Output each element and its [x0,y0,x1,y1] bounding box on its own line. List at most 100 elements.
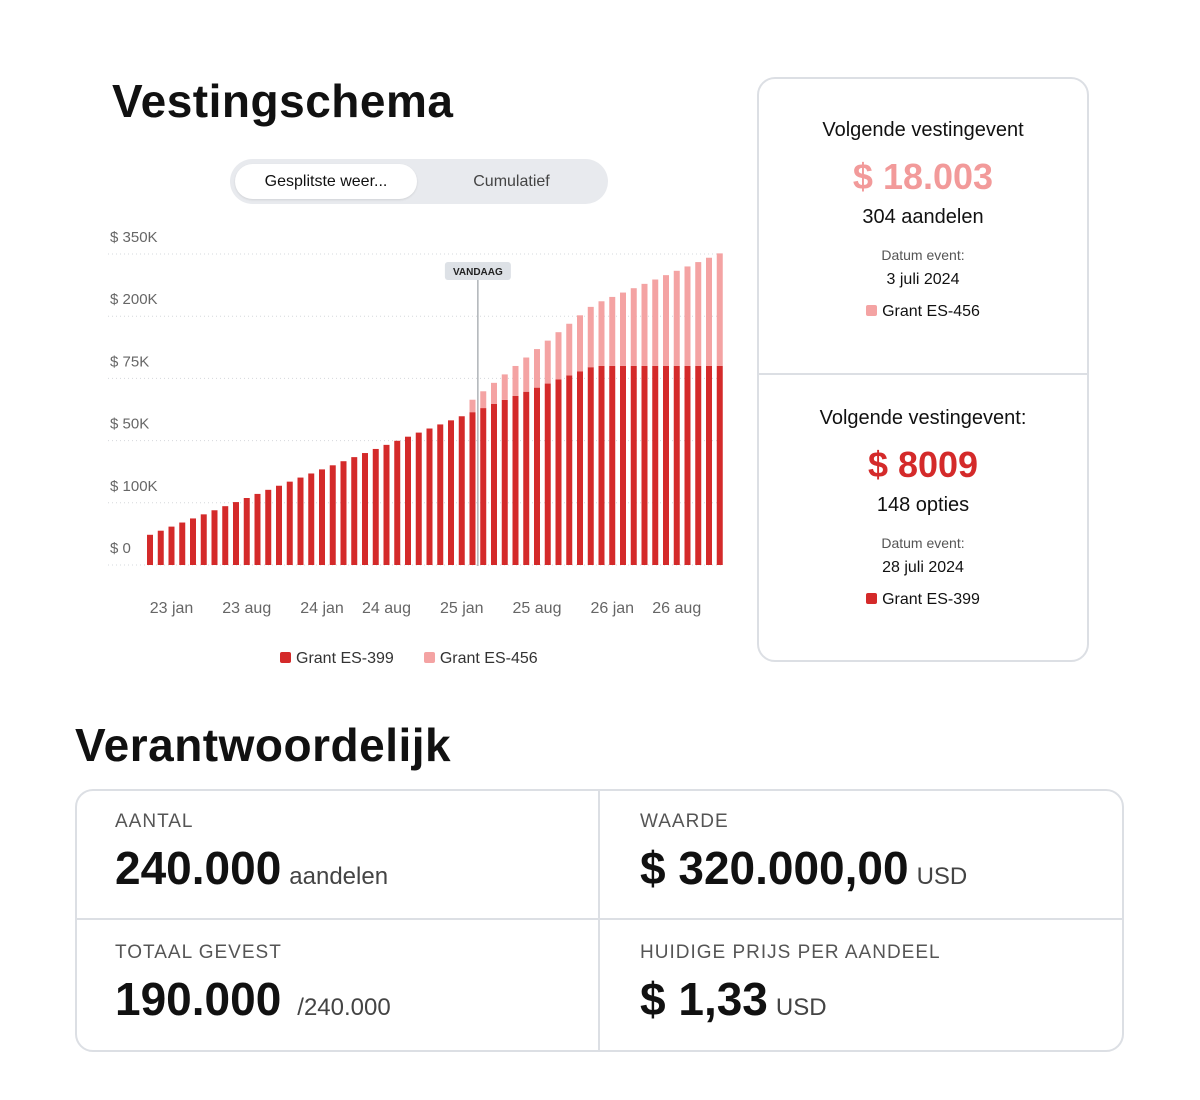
value-text: $ 1,33 [640,973,768,1025]
card-amount: $ 18.003 [852,156,994,197]
bar [491,382,497,404]
legend-swatch [280,652,291,663]
value-text: 190.000 [115,973,282,1025]
cell-value: 240.000 aandelen [115,841,600,895]
bar [620,365,626,565]
bar [415,432,422,565]
table-cell: TOTAAL GEVEST 190.000/240.000 [77,922,600,1052]
bar [501,399,508,565]
bar [652,365,659,565]
bar [534,349,540,388]
toggle-option[interactable]: Gesplitste weer... [235,164,417,199]
card-grant: Grant ES-456 [757,303,1089,321]
bar [168,526,175,565]
bar [706,257,712,366]
bar [577,371,583,565]
bar [695,365,702,565]
bar [372,448,379,565]
y-tick-label: $ 50K [110,416,149,433]
card-units: 148 opties [876,494,970,516]
bar [458,416,465,565]
events-panel [757,77,1089,662]
x-tick-label: 26 aug [652,600,701,617]
bar [630,288,637,366]
bar [351,457,358,565]
table-cell: HUIDIGE PRIJS PER AANDEEL $ 1,33 USD [602,922,1125,1052]
bar [329,465,336,565]
bar [222,506,229,565]
bar [469,399,476,413]
bar [566,375,573,565]
cell-label: HUIDIGE PRIJS PER AANDEEL [640,942,941,963]
bar [716,253,723,366]
bar [233,502,239,565]
today-badge [444,262,511,280]
chart: $ 0 $ 100K $ 50K $ 75K $ 200K $ 350K 23 jan 23 … [108,229,723,617]
bar [276,485,282,565]
card-date: 28 juli 2024 [882,559,964,576]
value-text: 240.000 [115,842,282,894]
bar [179,522,186,565]
annotation: VANDAAG [453,267,503,278]
x-tick-label: 23 aug [222,600,271,617]
bar [512,395,519,565]
bar [523,357,530,392]
bar [620,292,626,366]
legend-label: Grant ES-456 [439,650,538,667]
bar [630,365,637,565]
bar [663,275,669,366]
bar [243,498,250,565]
grant-swatch [866,593,878,604]
y-tick-label: $ 100K [110,478,158,495]
event-card: Volgende vestingevent: $ 8009 148 opties Da… [757,407,1089,609]
card-heading: Volgende vestingevent: [819,407,1027,429]
bar [577,315,583,372]
y-tick-label: $ 0 [110,540,131,557]
bar [426,428,433,565]
bar [566,323,573,376]
card-units: 304 aandelen [862,206,984,228]
bar [491,403,497,565]
bar [319,469,325,565]
bar [190,518,196,565]
y-tick-label: $ 350K [110,229,158,246]
value-unit: USD [775,994,827,1021]
value-unit: aandelen [289,863,389,890]
bar [512,365,519,396]
bar [362,453,368,565]
section-title: Verantwoordelijk [75,719,452,771]
bar [716,365,723,565]
y-tick-label: $ 75K [110,353,149,370]
x-tick-label: 25 aug [513,600,562,617]
bar [297,477,304,565]
bar [555,332,562,380]
bar [673,270,680,366]
cell-label: TOTAAL GEVEST [115,942,282,963]
bar [544,340,551,384]
bar [200,514,207,565]
bar [544,383,551,565]
bar [609,365,616,565]
bar [254,493,261,565]
cell-label: AANTAL [115,811,194,832]
bar [501,374,508,400]
x-tick-label: 23 jan [150,600,194,617]
legend-item: Grant ES-399 [280,650,394,668]
summary-table: AANTAL 240.000 aandelen WAARDE $ 320.000,00 U… [75,789,1124,1052]
divider [598,791,600,1050]
cell-label: WAARDE [640,811,729,832]
toggle-option[interactable]: Cumulatief [473,173,550,190]
bar [469,412,476,565]
bar [448,420,454,565]
bar [286,481,293,565]
bar [609,296,616,366]
legend-swatch [423,652,435,663]
card-date: 3 juli 2024 [886,271,960,288]
bar [383,444,390,565]
grant-swatch [866,305,878,316]
bar [555,379,562,565]
bar [641,365,648,565]
divider [77,918,1122,920]
bar [523,391,530,565]
